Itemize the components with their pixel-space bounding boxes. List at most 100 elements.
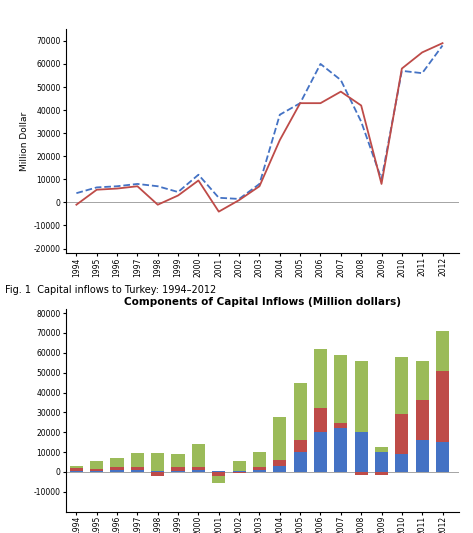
Net Capital Inflows xyxy=(399,66,405,72)
Net Capital Inflows xyxy=(318,100,324,107)
Bar xyxy=(172,471,185,472)
Bar xyxy=(192,467,205,470)
Net Capital Inflows xyxy=(155,201,161,208)
Bar xyxy=(355,472,368,475)
Bar xyxy=(253,452,266,467)
Bar xyxy=(253,470,266,472)
Bar xyxy=(416,361,429,400)
Bar xyxy=(436,331,449,370)
Net Capital Inflows xyxy=(114,185,120,192)
Net Capital Inflows xyxy=(175,192,181,199)
Bar xyxy=(334,429,348,472)
Net Capital Inflows xyxy=(359,102,364,109)
Bar xyxy=(294,383,307,440)
Bar xyxy=(436,370,449,442)
Gross Capital Inflows xyxy=(216,195,222,201)
Gross Capital Inflows xyxy=(359,118,364,125)
Bar xyxy=(355,432,368,472)
Bar xyxy=(395,414,409,454)
Gross Capital Inflows xyxy=(135,181,140,187)
Title: Components of Capital Inflows (Million dollars): Components of Capital Inflows (Million d… xyxy=(124,297,401,307)
Bar xyxy=(90,469,103,471)
Bar xyxy=(395,454,409,472)
Gross Capital Inflows xyxy=(74,190,79,196)
Net Capital Inflows xyxy=(277,137,283,143)
Bar xyxy=(151,453,165,471)
Net Capital Inflows xyxy=(338,88,344,95)
Bar xyxy=(111,467,123,470)
Gross Capital Inflows xyxy=(298,100,303,107)
Bar xyxy=(212,476,226,483)
Text: Fig. 1  Capital inflows to Turkey: 1994–2012: Fig. 1 Capital inflows to Turkey: 1994–2… xyxy=(5,285,216,295)
Gross Capital Inflows xyxy=(94,184,100,191)
Bar xyxy=(233,461,246,471)
Bar xyxy=(416,400,429,440)
Gross Capital Inflows xyxy=(114,183,120,189)
Bar xyxy=(172,454,185,467)
Net Capital Inflows xyxy=(379,181,385,187)
Net Capital Inflows xyxy=(440,40,446,46)
Net Capital Inflows xyxy=(298,100,303,107)
Bar xyxy=(233,472,246,473)
Gross Capital Inflows xyxy=(257,181,263,187)
Net Capital Inflows xyxy=(420,49,425,55)
Bar xyxy=(294,440,307,452)
Net Capital Inflows xyxy=(257,183,263,189)
Bar xyxy=(395,357,409,414)
Bar xyxy=(131,467,144,470)
Bar xyxy=(416,440,429,472)
Bar xyxy=(253,467,266,470)
Gross Capital Inflows xyxy=(399,68,405,74)
Gross Capital Inflows xyxy=(175,189,181,195)
Line: Net Capital Inflows: Net Capital Inflows xyxy=(77,43,443,212)
Bar xyxy=(111,458,123,467)
Bar xyxy=(151,471,165,472)
Gross Capital Inflows xyxy=(338,77,344,83)
Bar xyxy=(273,460,287,466)
Bar xyxy=(233,471,246,472)
Bar xyxy=(192,444,205,467)
Gross Capital Inflows xyxy=(318,61,324,67)
Gross Capital Inflows xyxy=(440,42,446,49)
Gross Capital Inflows xyxy=(155,183,161,189)
Bar xyxy=(70,471,83,472)
Net Capital Inflows xyxy=(236,197,242,203)
Gross Capital Inflows xyxy=(196,172,201,178)
Bar xyxy=(273,417,287,460)
Net Capital Inflows xyxy=(94,187,100,193)
Bar xyxy=(375,472,388,475)
Bar xyxy=(192,470,205,472)
Bar xyxy=(355,361,368,432)
Net Capital Inflows xyxy=(216,208,222,215)
Bar xyxy=(436,442,449,472)
Bar xyxy=(314,432,327,472)
Bar xyxy=(131,453,144,467)
Gross Capital Inflows xyxy=(420,70,425,76)
Bar xyxy=(375,452,388,472)
Bar xyxy=(70,466,83,468)
Legend: Gross Capital Inflows, Net Capital Inflows: Gross Capital Inflows, Net Capital Inflo… xyxy=(135,336,390,352)
Gross Capital Inflows xyxy=(379,176,385,182)
Gross Capital Inflows xyxy=(236,196,242,202)
Line: Gross Capital Inflows: Gross Capital Inflows xyxy=(77,45,443,199)
Bar xyxy=(334,355,348,423)
Bar xyxy=(70,468,83,471)
Bar xyxy=(273,466,287,472)
Bar xyxy=(90,471,103,472)
Bar xyxy=(212,472,226,476)
Bar xyxy=(375,447,388,452)
Bar xyxy=(314,349,327,408)
Bar xyxy=(151,472,165,476)
Net Capital Inflows xyxy=(74,201,79,208)
Bar xyxy=(212,471,226,472)
Bar xyxy=(314,408,327,432)
Bar xyxy=(294,452,307,472)
Net Capital Inflows xyxy=(135,183,140,189)
Bar xyxy=(131,470,144,472)
Bar xyxy=(334,423,348,429)
Y-axis label: Million Dollar: Million Dollar xyxy=(20,111,29,171)
Bar xyxy=(90,461,103,469)
Net Capital Inflows xyxy=(196,177,201,184)
Bar xyxy=(111,470,123,472)
Bar xyxy=(172,467,185,471)
